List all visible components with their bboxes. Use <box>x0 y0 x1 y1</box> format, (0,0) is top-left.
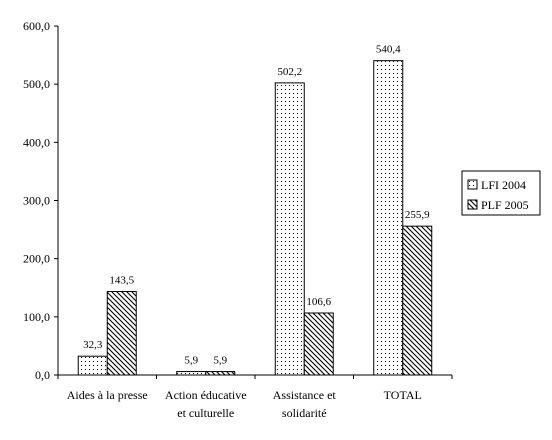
y-tick-label: 500,0 <box>23 77 50 91</box>
x-category-label: Action éducative <box>165 388 247 402</box>
bar-dots-2 <box>274 82 305 376</box>
x-category-label: et culturelle <box>177 406 234 420</box>
y-tick-label: 200,0 <box>23 252 50 266</box>
y-tick-label: 100,0 <box>23 310 50 324</box>
y-tick-label: 0,0 <box>35 368 50 382</box>
x-category-label: solidarité <box>282 406 327 420</box>
data-label: 143,5 <box>109 275 134 287</box>
bar-dots-3 <box>373 60 404 376</box>
x-category-label: Aides à la presse <box>67 388 148 402</box>
x-category-label: Assistance et <box>273 388 337 402</box>
bar-dots-1 <box>176 371 207 376</box>
legend-swatch-hatch <box>467 199 478 210</box>
bar-hatch-1 <box>205 371 236 376</box>
data-label: 540,4 <box>376 44 401 56</box>
legend-label: LFI 2004 <box>481 178 526 192</box>
axes: 0,0 100,0 200,0 300,0 400,0 500,0 600,0 Aides à… <box>23 19 453 420</box>
y-tick-label: 600,0 <box>23 19 50 33</box>
bar-hatch-0 <box>106 291 137 376</box>
y-tick-label: 400,0 <box>23 135 50 149</box>
data-label: 106,6 <box>306 296 331 308</box>
bar-dots-0 <box>77 355 108 376</box>
data-label: 255,9 <box>405 209 430 221</box>
bar-hatch-2 <box>303 312 334 376</box>
data-labels: 32,3 5,9 502,2 540,4 143,5 5,9 106,6 255,9 <box>83 44 430 367</box>
bars <box>77 60 433 376</box>
legend: LFI 2004 PLF 2005 <box>461 170 541 216</box>
data-label: 32,3 <box>83 339 103 351</box>
y-tick-label: 300,0 <box>23 194 50 208</box>
data-label: 5,9 <box>184 355 198 367</box>
data-label: 502,2 <box>277 66 302 78</box>
x-category-label: TOTAL <box>384 388 422 402</box>
data-label: 5,9 <box>213 355 227 367</box>
legend-swatch-dots <box>467 179 478 190</box>
legend-label: PLF 2005 <box>481 198 529 212</box>
bar-hatch-3 <box>402 225 433 376</box>
